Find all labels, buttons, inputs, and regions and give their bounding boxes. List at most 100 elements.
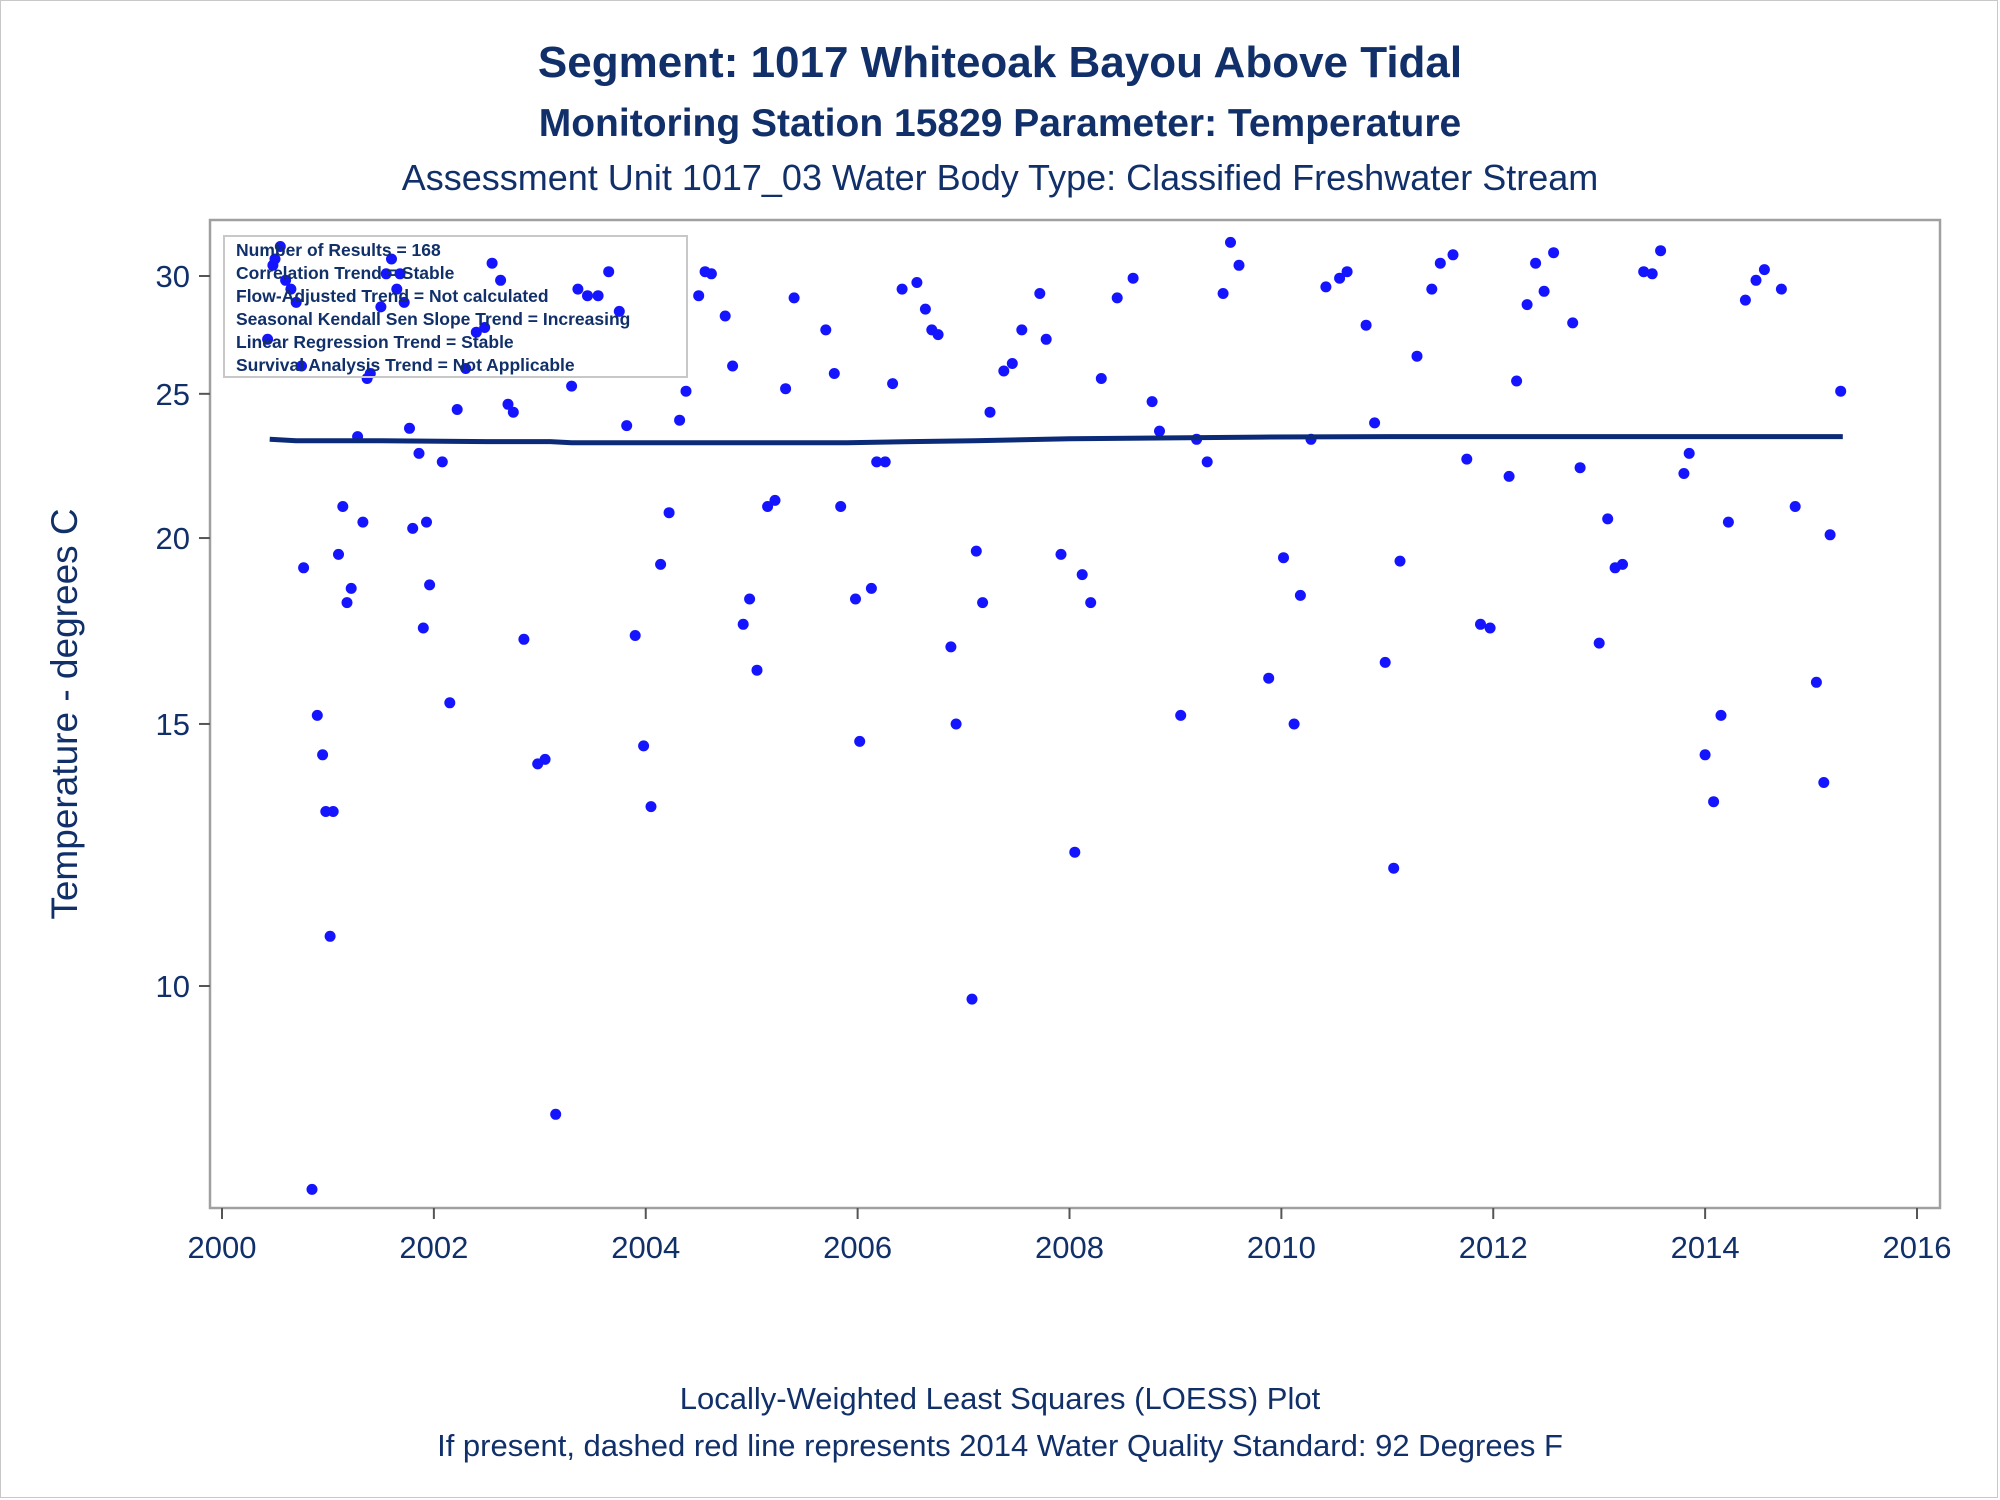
- data-point: [1818, 777, 1830, 788]
- stats-box: Number of Results = 168 Correlation Trend…: [223, 235, 688, 378]
- data-point: [407, 522, 419, 534]
- data-point: [1835, 385, 1847, 397]
- data-point: [966, 993, 978, 1005]
- data-point: [1739, 294, 1751, 306]
- data-point: [298, 562, 310, 574]
- data-point: [1341, 266, 1353, 278]
- data-point: [1201, 456, 1213, 468]
- y-axis-label: Temperature - degrees C: [44, 508, 85, 919]
- data-point: [486, 257, 498, 269]
- data-point: [572, 283, 584, 295]
- data-point: [391, 283, 403, 295]
- data-point: [828, 368, 840, 379]
- data-points: [262, 236, 1847, 1195]
- axes: 2000 2002 2004 2006 2008 2010 2012 2014 2016 10 15…: [156, 259, 1952, 1265]
- data-point: [854, 735, 866, 747]
- data-point: [887, 378, 899, 390]
- data-point: [1334, 272, 1346, 284]
- data-point: [306, 1183, 318, 1195]
- data-point: [737, 618, 749, 630]
- data-point: [1069, 846, 1081, 858]
- data-point: [1678, 468, 1690, 479]
- data-point: [1617, 558, 1628, 570]
- data-point: [566, 380, 578, 392]
- data-point: [479, 322, 491, 333]
- data-point: [1538, 285, 1550, 297]
- x-tick-label: 2002: [399, 1230, 468, 1265]
- data-point: [386, 253, 397, 265]
- data-point: [1278, 552, 1289, 564]
- plot-area-border: [208, 218, 1942, 1210]
- data-point: [638, 740, 650, 752]
- data-point: [495, 274, 507, 286]
- data-point: [1146, 396, 1158, 408]
- data-point: [1722, 516, 1734, 528]
- data-point: [1111, 292, 1123, 304]
- data-point: [539, 753, 551, 765]
- y-tick-label: 10: [156, 969, 190, 1004]
- data-point: [317, 749, 329, 761]
- data-point: [518, 633, 530, 645]
- data-point: [1789, 501, 1801, 512]
- y-tick-label: 20: [156, 521, 190, 556]
- data-point: [280, 274, 292, 286]
- data-point: [1602, 513, 1614, 525]
- data-point: [970, 545, 982, 557]
- data-point: [1750, 274, 1762, 286]
- data-point: [1475, 618, 1486, 630]
- data-point: [1775, 283, 1787, 295]
- data-point: [603, 266, 615, 278]
- data-point: [629, 630, 641, 641]
- data-point: [1511, 375, 1523, 387]
- data-point: [1824, 529, 1836, 541]
- data-point: [1810, 676, 1822, 688]
- data-point: [1388, 862, 1400, 874]
- data-point: [705, 268, 717, 280]
- data-point: [1320, 281, 1332, 293]
- data-point: [835, 501, 847, 512]
- data-point: [1548, 247, 1560, 259]
- data-point: [879, 456, 891, 468]
- data-point: [1638, 266, 1650, 278]
- x-tick-label: 2016: [1883, 1230, 1952, 1265]
- data-point: [1447, 249, 1459, 261]
- data-point: [413, 447, 425, 459]
- data-point: [1085, 597, 1097, 609]
- data-point: [1715, 709, 1727, 721]
- data-point: [1225, 236, 1236, 248]
- data-point: [780, 383, 792, 395]
- data-point: [327, 806, 339, 817]
- data-point: [719, 310, 731, 322]
- data-point: [950, 718, 962, 730]
- data-point: [896, 283, 908, 295]
- data-point: [984, 406, 996, 418]
- data-point: [1530, 257, 1542, 269]
- data-point: [550, 1108, 562, 1120]
- data-point: [337, 501, 349, 512]
- footnote-2: If present, dashed red line represents 2…: [437, 1428, 1563, 1463]
- data-point: [1521, 299, 1533, 311]
- data-point: [1758, 264, 1770, 276]
- data-point: [674, 414, 686, 426]
- data-point: [398, 296, 410, 308]
- data-point: [621, 420, 633, 432]
- data-point: [1379, 656, 1391, 668]
- stats-line: Number of Results = 168: [236, 240, 441, 260]
- data-point: [1076, 569, 1088, 581]
- data-point: [592, 290, 604, 302]
- x-tick-label: 2000: [188, 1230, 257, 1265]
- data-point: [1288, 718, 1300, 730]
- data-point: [357, 516, 369, 528]
- data-point: [1217, 288, 1229, 299]
- data-point: [507, 406, 519, 418]
- data-point: [680, 385, 692, 397]
- data-point: [444, 697, 456, 709]
- data-point: [1593, 637, 1605, 649]
- data-point: [727, 360, 739, 372]
- data-point: [1708, 796, 1720, 808]
- data-point: [1646, 268, 1658, 280]
- stats-line: Flow-Adjusted Trend = Not calculated: [236, 286, 549, 306]
- x-tick-label: 2004: [611, 1230, 680, 1265]
- data-point: [296, 360, 307, 372]
- data-point: [1095, 373, 1107, 384]
